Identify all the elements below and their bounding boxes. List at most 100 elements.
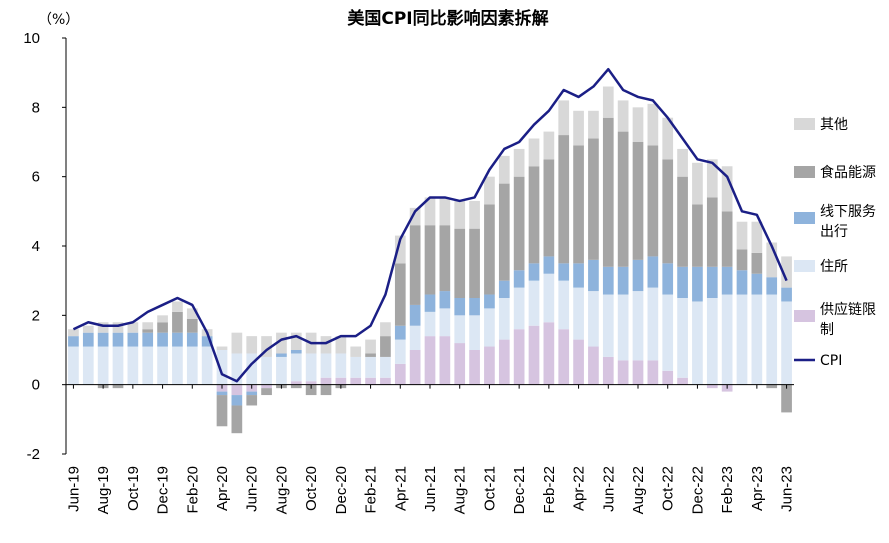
bar-segment-1-9 xyxy=(201,346,213,385)
bar-segment-1-44 xyxy=(721,294,733,385)
bar-segment-2-9 xyxy=(201,336,213,347)
x-tick-label: Jun-22 xyxy=(600,466,617,512)
y-tick-label: 6 xyxy=(32,169,40,186)
bar-segment-3-37 xyxy=(617,131,629,267)
bar-segment-1-7 xyxy=(172,346,183,385)
bar-segment-3-46 xyxy=(751,252,763,274)
legend-swatch-service xyxy=(794,212,815,224)
x-tick-label: Oct-19 xyxy=(125,466,142,511)
x-tick-label: Aug-19 xyxy=(95,466,112,514)
bar-segment-0-19 xyxy=(350,377,362,385)
x-tick-label: Apr-23 xyxy=(749,466,766,511)
bar-segment-1-37 xyxy=(617,294,629,361)
bar-segment-2-11 xyxy=(231,395,243,406)
bar-segment-2-37 xyxy=(617,266,629,295)
bar-segment-1-24 xyxy=(424,311,436,337)
bar-segment-3-22 xyxy=(394,263,406,326)
bar-segment-4-11 xyxy=(231,332,243,354)
bar-segment-2-0 xyxy=(68,336,79,347)
bar-segment-2-30 xyxy=(513,270,525,288)
bar-segment-3-21 xyxy=(380,336,391,357)
bar-segment-2-10 xyxy=(216,391,228,396)
bar-segment-0-21 xyxy=(380,377,391,385)
bar-segment-4-13 xyxy=(261,336,272,357)
cpi-line-series xyxy=(72,67,788,383)
bar-segment-0-39 xyxy=(647,360,659,385)
bar-segment-4-37 xyxy=(617,100,629,132)
bar-segment-1-45 xyxy=(736,294,748,385)
bar-segment-3-3 xyxy=(112,384,124,389)
bar-segment-1-4 xyxy=(127,346,139,385)
bar-segment-3-42 xyxy=(692,204,703,267)
bar-segment-1-42 xyxy=(692,301,703,385)
bar-segment-0-11 xyxy=(231,384,243,396)
x-tick-label: Feb-21 xyxy=(363,466,380,514)
bar-segment-3-5 xyxy=(142,329,154,333)
bar-segment-0-43 xyxy=(706,384,718,389)
bar-segment-0-33 xyxy=(558,329,570,385)
legend-label-service: 线下服务出行 xyxy=(820,204,876,240)
bar-segment-4-22 xyxy=(394,235,406,264)
bar-segment-0-28 xyxy=(484,346,495,385)
bar-segment-4-14 xyxy=(276,332,287,354)
bar-segment-2-25 xyxy=(439,291,451,309)
x-tick-label: Aug-22 xyxy=(630,466,647,514)
bar-segment-3-29 xyxy=(498,183,510,281)
bar-segment-0-16 xyxy=(305,381,317,385)
x-tick-label: Jun-20 xyxy=(244,466,261,512)
bar-segment-3-11 xyxy=(231,405,243,434)
bar-segment-4-23 xyxy=(409,207,421,226)
bar-segment-1-32 xyxy=(543,273,555,323)
bar-segment-4-31 xyxy=(528,138,540,167)
bar-segment-0-35 xyxy=(588,346,599,385)
y-axis-unit: （%） xyxy=(38,12,79,28)
x-tick-label: Aug-21 xyxy=(452,466,469,514)
bar-segment-2-1 xyxy=(82,332,94,347)
bar-segment-3-31 xyxy=(528,166,540,264)
bar-segment-4-35 xyxy=(588,110,599,139)
bar-segment-2-26 xyxy=(454,298,466,316)
bar-segment-3-33 xyxy=(558,135,570,264)
bar-segment-2-22 xyxy=(394,325,406,340)
bar-segment-4-24 xyxy=(424,197,436,226)
bar-segment-2-36 xyxy=(602,266,614,295)
bar-segment-2-31 xyxy=(528,263,540,281)
bar-segment-0-32 xyxy=(543,322,555,385)
bar-segment-4-0 xyxy=(68,329,79,337)
bar-segment-2-2 xyxy=(97,332,109,347)
bar-segment-3-39 xyxy=(647,145,659,257)
bar-segment-4-48 xyxy=(781,256,792,288)
legend-swatch-other xyxy=(794,118,815,130)
y-tick-label: 4 xyxy=(32,238,40,255)
bar-segment-4-2 xyxy=(97,322,109,333)
bar-segment-1-14 xyxy=(276,356,287,385)
bar-segment-0-13 xyxy=(261,384,272,389)
bar-segment-4-47 xyxy=(766,242,778,278)
bar-segment-4-19 xyxy=(350,346,362,357)
bar-segment-1-30 xyxy=(513,287,525,330)
bar-segment-4-25 xyxy=(439,197,451,226)
bar-segment-1-29 xyxy=(498,298,510,340)
bar-segment-1-41 xyxy=(677,298,688,378)
bar-segment-3-26 xyxy=(454,228,466,298)
bar-segment-4-1 xyxy=(82,325,94,333)
bar-segment-4-10 xyxy=(216,346,228,350)
bar-segment-3-34 xyxy=(573,145,584,264)
bar-segment-3-35 xyxy=(588,138,599,260)
bar-segment-1-47 xyxy=(766,294,778,385)
x-tick-label: Dec-21 xyxy=(511,466,528,514)
y-tick-label: 0 xyxy=(32,377,40,394)
bar-segment-1-18 xyxy=(335,353,347,378)
bar-segment-1-40 xyxy=(662,294,674,371)
bar-segment-4-18 xyxy=(335,336,347,354)
legend-label-other: 其他 xyxy=(820,117,848,133)
bar-segment-3-6 xyxy=(157,322,168,333)
bar-segment-1-34 xyxy=(573,287,584,340)
bar-segment-3-12 xyxy=(246,395,258,406)
bar-segment-3-38 xyxy=(632,142,644,260)
bar-segment-1-15 xyxy=(290,353,302,382)
bar-segment-4-27 xyxy=(469,200,480,229)
bar-segment-4-41 xyxy=(677,148,688,177)
bar-segment-4-39 xyxy=(647,103,659,146)
legend-swatch-food xyxy=(794,166,815,178)
